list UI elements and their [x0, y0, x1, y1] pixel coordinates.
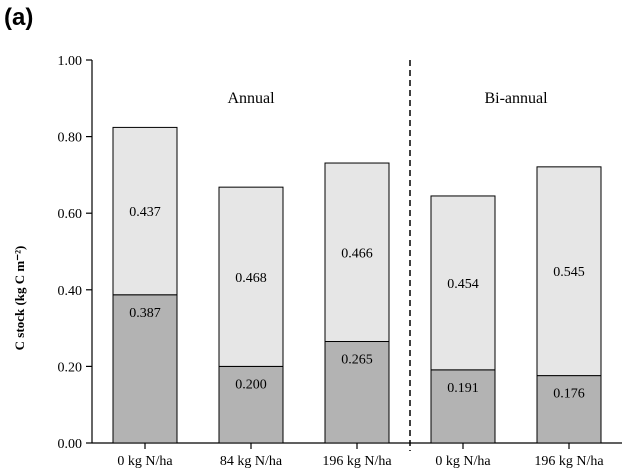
- panel-label: (a): [4, 4, 34, 31]
- y-tick-label: 0.40: [58, 284, 83, 299]
- bar-segment: [112, 126, 178, 296]
- x-tick-label: 0 kg N/ha: [435, 454, 491, 469]
- bar-value-label: 0.468: [235, 271, 267, 286]
- bar-value-label: 0.466: [341, 246, 373, 261]
- bar-value-label: 0.437: [129, 205, 161, 220]
- y-tick-label: 0.80: [58, 131, 83, 146]
- x-tick-label: 196 kg N/ha: [322, 454, 392, 469]
- y-tick-label: 0.20: [58, 360, 83, 375]
- x-tick-label: 0 kg N/ha: [117, 454, 173, 469]
- bar-segment: [218, 186, 284, 367]
- bar-segment: [430, 369, 496, 444]
- y-tick-label: 0.60: [58, 207, 83, 222]
- x-tick-label: 196 kg N/ha: [534, 454, 604, 469]
- group-label: Annual: [227, 90, 275, 107]
- bar-value-label: 0.545: [553, 265, 585, 280]
- y-tick-label: 0.00: [58, 437, 83, 452]
- bar-segment: [536, 166, 602, 377]
- bar-segment: [324, 341, 390, 444]
- bar-value-label: 0.191: [447, 381, 479, 396]
- bar-value-label: 0.454: [447, 277, 479, 292]
- bar-value-label: 0.387: [129, 306, 161, 321]
- bar-segment: [536, 375, 602, 444]
- bar-segment: [430, 195, 496, 371]
- group-label: Bi-annual: [484, 90, 548, 107]
- bar-value-label: 0.176: [553, 387, 585, 402]
- y-axis-title-group: C stock (kg C m⁻²): [12, 246, 27, 351]
- bar-value-label: 0.265: [341, 353, 373, 368]
- bar-segment: [324, 162, 390, 343]
- bar-segment: [112, 294, 178, 444]
- y-axis-title: C stock (kg C m⁻²): [12, 246, 27, 351]
- x-tick-label: 84 kg N/ha: [220, 454, 283, 469]
- y-tick-label: 1.00: [58, 54, 83, 69]
- bar-value-label: 0.200: [235, 377, 267, 392]
